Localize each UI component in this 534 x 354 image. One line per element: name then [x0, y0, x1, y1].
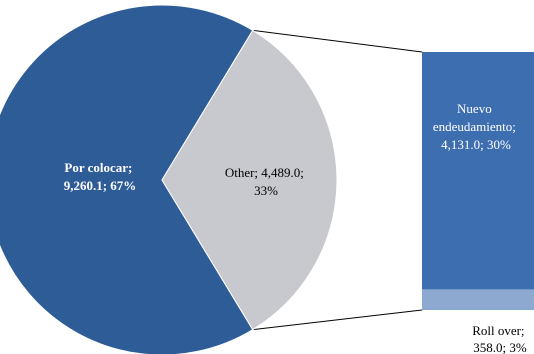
label-roll-over-line2: 358.0; 3%: [473, 340, 527, 354]
label-por-colocar-line1: Por colocar;: [64, 160, 132, 175]
label-nuevo-line1: Nuevo: [457, 101, 492, 116]
label-roll-over: Roll over; 358.0; 3%: [472, 323, 528, 354]
pie-slice-other: [161, 29, 338, 331]
label-other-line2: 33%: [254, 183, 278, 198]
connector-line-bottom: [252, 309, 423, 331]
label-nuevo-endeudamiento: Nuevo endeudamiento; 4,131.0; 30%: [433, 101, 519, 152]
label-other: Other; 4,489.0; 33%: [225, 165, 307, 198]
pie-slice-por-colocar: [0, 4, 254, 354]
label-por-colocar: Por colocar; 9,260.1; 67%: [64, 160, 137, 193]
bar-segment-roll-over: [422, 289, 534, 310]
bar-segment-nuevo-endeudamiento: [422, 52, 534, 290]
label-nuevo-line3: 4,131.0; 30%: [441, 137, 511, 152]
label-roll-over-line1: Roll over;: [472, 323, 524, 338]
connector-line-top: [252, 29, 423, 53]
label-por-colocar-line2: 9,260.1; 67%: [64, 178, 137, 193]
label-other-line1: Other; 4,489.0;: [225, 165, 304, 180]
label-nuevo-line2: endeudamiento;: [433, 119, 516, 134]
